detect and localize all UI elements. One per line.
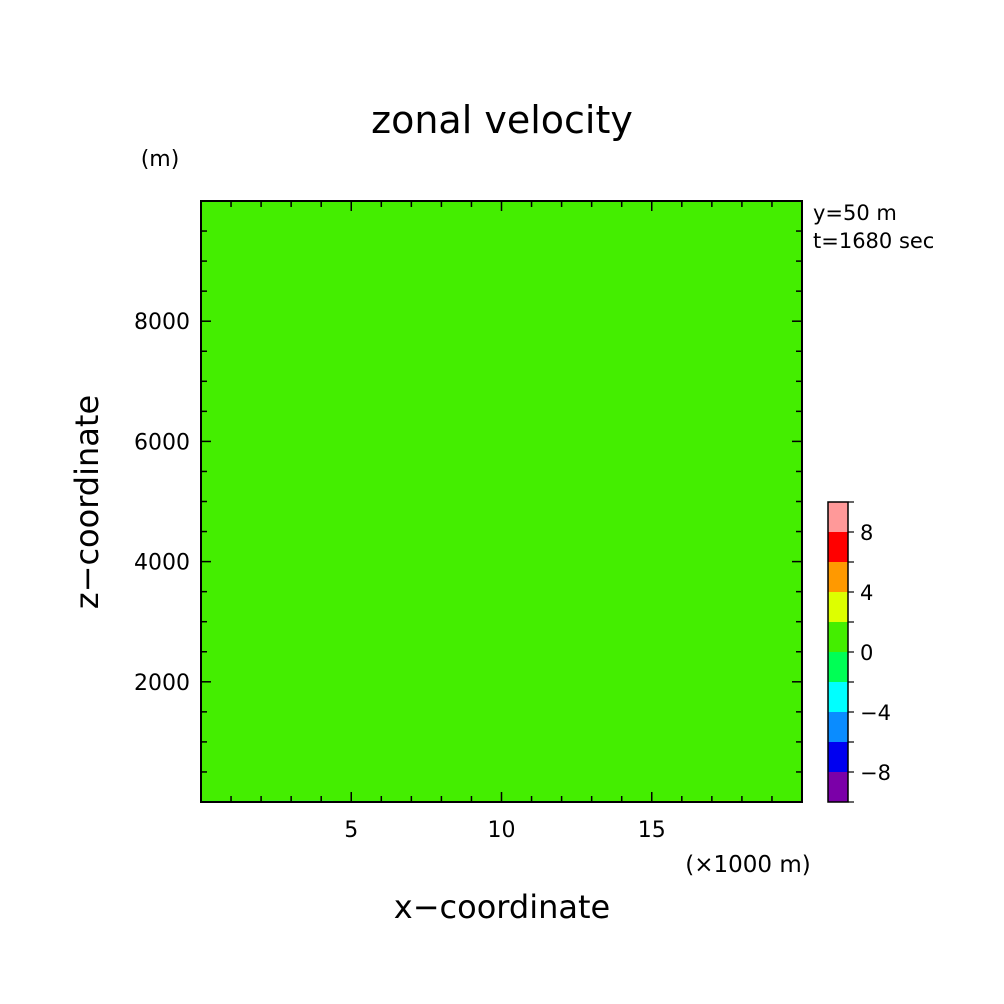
info-y: y=50 m xyxy=(813,201,897,225)
plot-area xyxy=(201,201,802,802)
colorbar-label: −8 xyxy=(860,761,891,785)
y-tick-label: 2000 xyxy=(134,671,190,696)
y-tick-label: 4000 xyxy=(134,551,190,576)
x-axis-label: x−coordinate xyxy=(394,888,610,926)
y-axis-label: z−coordinate xyxy=(68,395,106,609)
colorbar-swatch xyxy=(828,502,848,532)
x-tick-label: 5 xyxy=(344,818,358,843)
colorbar-swatch xyxy=(828,712,848,742)
colorbar-swatch xyxy=(828,622,848,652)
info-t: t=1680 sec xyxy=(813,229,934,253)
colorbar-swatch xyxy=(828,772,848,802)
colorbar-swatch xyxy=(828,532,848,562)
colorbar-swatch xyxy=(828,562,848,592)
colorbar-swatch xyxy=(828,682,848,712)
x-axis: 5 10 15 xyxy=(230,201,773,843)
colorbar-label: −4 xyxy=(860,701,891,725)
colorbar-label: 4 xyxy=(860,581,873,605)
colorbar: 8 4 0 −4 −8 xyxy=(827,501,891,803)
y-unit-label: (m) xyxy=(141,147,180,172)
y-tick-label: 8000 xyxy=(134,310,190,335)
x-unit-label: (×1000 m) xyxy=(685,852,810,878)
colorbar-swatch xyxy=(828,652,848,682)
colorbar-swatch xyxy=(828,592,848,622)
colorbar-label: 8 xyxy=(860,521,873,545)
y-tick-label: 6000 xyxy=(134,430,190,455)
y-axis: 2000 4000 6000 8000 xyxy=(134,230,802,773)
x-tick-label: 15 xyxy=(638,818,666,843)
chart-title: zonal velocity xyxy=(371,98,633,142)
contour-field xyxy=(201,201,802,802)
colorbar-swatch xyxy=(828,742,848,772)
colorbar-label: 0 xyxy=(860,641,873,665)
x-tick-label: 10 xyxy=(488,818,516,843)
